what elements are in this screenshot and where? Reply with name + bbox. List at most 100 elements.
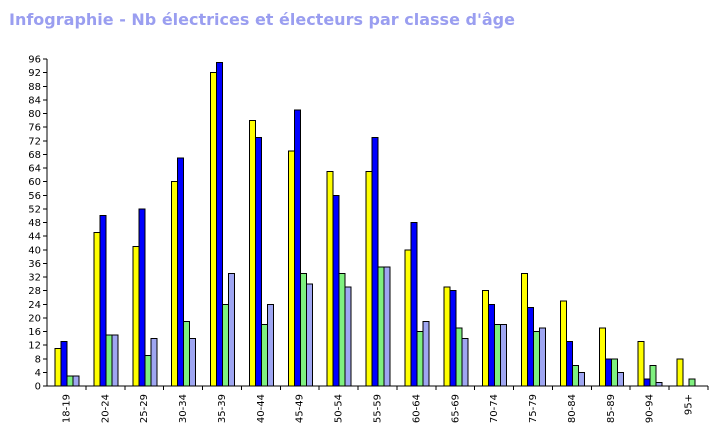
y-tick-label: 84 [28, 95, 41, 106]
bar [565, 341, 573, 387]
bar [260, 324, 268, 387]
x-tick-label: 30-34 [178, 394, 189, 423]
bar [410, 222, 418, 387]
bar [404, 249, 412, 387]
bar [60, 341, 68, 387]
x-tick-label: 60-64 [411, 394, 422, 423]
bar [494, 324, 502, 387]
y-tick-label: 12 [28, 341, 41, 352]
x-tick-label: 35-39 [217, 394, 228, 423]
bar [326, 170, 334, 387]
bar [189, 337, 197, 387]
plot-area: 0481216202428323640444852566064687276808… [28, 55, 709, 423]
bar [177, 157, 185, 387]
bar [610, 358, 618, 387]
y-tick-label: 88 [28, 82, 41, 93]
y-tick-label: 8 [35, 354, 41, 365]
x-tick-label: 25-29 [139, 394, 150, 423]
bar [539, 327, 547, 387]
bar [183, 320, 191, 387]
bar [266, 303, 274, 387]
bar [377, 266, 385, 387]
y-tick-label: 24 [28, 300, 41, 311]
y-tick-label: 60 [28, 177, 41, 188]
x-tick-label: 18-19 [61, 394, 72, 423]
x-tick-label: 40-44 [256, 394, 267, 423]
y-tick-label: 36 [28, 259, 41, 270]
bar [488, 303, 496, 387]
bar [248, 119, 256, 387]
bar [455, 327, 463, 387]
bar [449, 290, 457, 387]
bar [54, 348, 62, 387]
y-tick-label: 56 [28, 191, 41, 202]
chart-title: Infographie - Nb électrices et électeurs… [9, 10, 515, 29]
bar [66, 375, 74, 387]
x-tick-label: 80-84 [567, 394, 578, 423]
bar [338, 273, 346, 387]
bar [287, 150, 295, 387]
x-tick-label: 45-49 [295, 394, 306, 423]
bar [637, 341, 645, 387]
bar [461, 337, 469, 387]
y-tick-label: 92 [28, 68, 41, 79]
y-tick-label: 48 [28, 218, 41, 229]
y-tick-label: 64 [28, 164, 41, 175]
bar [72, 375, 80, 387]
bar [604, 358, 612, 387]
bar [559, 300, 567, 387]
bar [228, 273, 236, 387]
bar [216, 61, 224, 387]
bar [210, 72, 218, 387]
bar [305, 283, 313, 387]
bar [371, 136, 379, 387]
bar [132, 245, 140, 387]
x-tick-label: 75-79 [528, 394, 539, 423]
x-tick-label: 55-59 [373, 394, 384, 423]
bar [93, 232, 101, 387]
bar [533, 331, 541, 387]
bar [676, 358, 684, 387]
bar [299, 273, 307, 387]
bar [222, 303, 230, 387]
bar [482, 290, 490, 387]
bar [500, 324, 508, 387]
y-tick-label: 40 [28, 245, 41, 256]
bar [332, 194, 340, 387]
x-tick-label: 20-24 [100, 394, 111, 423]
bar [383, 266, 391, 387]
y-tick-label: 68 [28, 150, 41, 161]
bar [99, 215, 107, 387]
y-tick-label: 96 [28, 55, 41, 66]
y-tick-label: 80 [28, 109, 41, 120]
x-tick-label: 50-54 [334, 394, 345, 423]
bar [254, 136, 262, 387]
bar [365, 170, 373, 387]
bar [577, 371, 585, 387]
bar [105, 334, 113, 387]
x-tick-label: 65-69 [450, 394, 461, 423]
bar [598, 327, 606, 387]
bar [138, 208, 146, 387]
bar [416, 331, 424, 387]
y-tick-label: 16 [28, 327, 41, 338]
bar [571, 365, 579, 387]
bar [293, 109, 301, 387]
x-tick-label: 95+ [684, 394, 695, 415]
y-tick-label: 44 [28, 232, 41, 243]
bar [443, 286, 451, 387]
bar [649, 365, 657, 387]
x-tick-label: 90-94 [645, 394, 656, 423]
y-tick-label: 28 [28, 286, 41, 297]
bar [422, 320, 430, 387]
x-tick-label: 70-74 [489, 394, 500, 423]
y-tick-label: 32 [28, 273, 41, 284]
bar [688, 378, 696, 387]
bar [171, 181, 179, 387]
bar [521, 273, 529, 387]
y-tick-label: 52 [28, 204, 41, 215]
bar [111, 334, 119, 387]
y-tick-label: 72 [28, 136, 41, 147]
y-tick-label: 0 [35, 382, 41, 393]
